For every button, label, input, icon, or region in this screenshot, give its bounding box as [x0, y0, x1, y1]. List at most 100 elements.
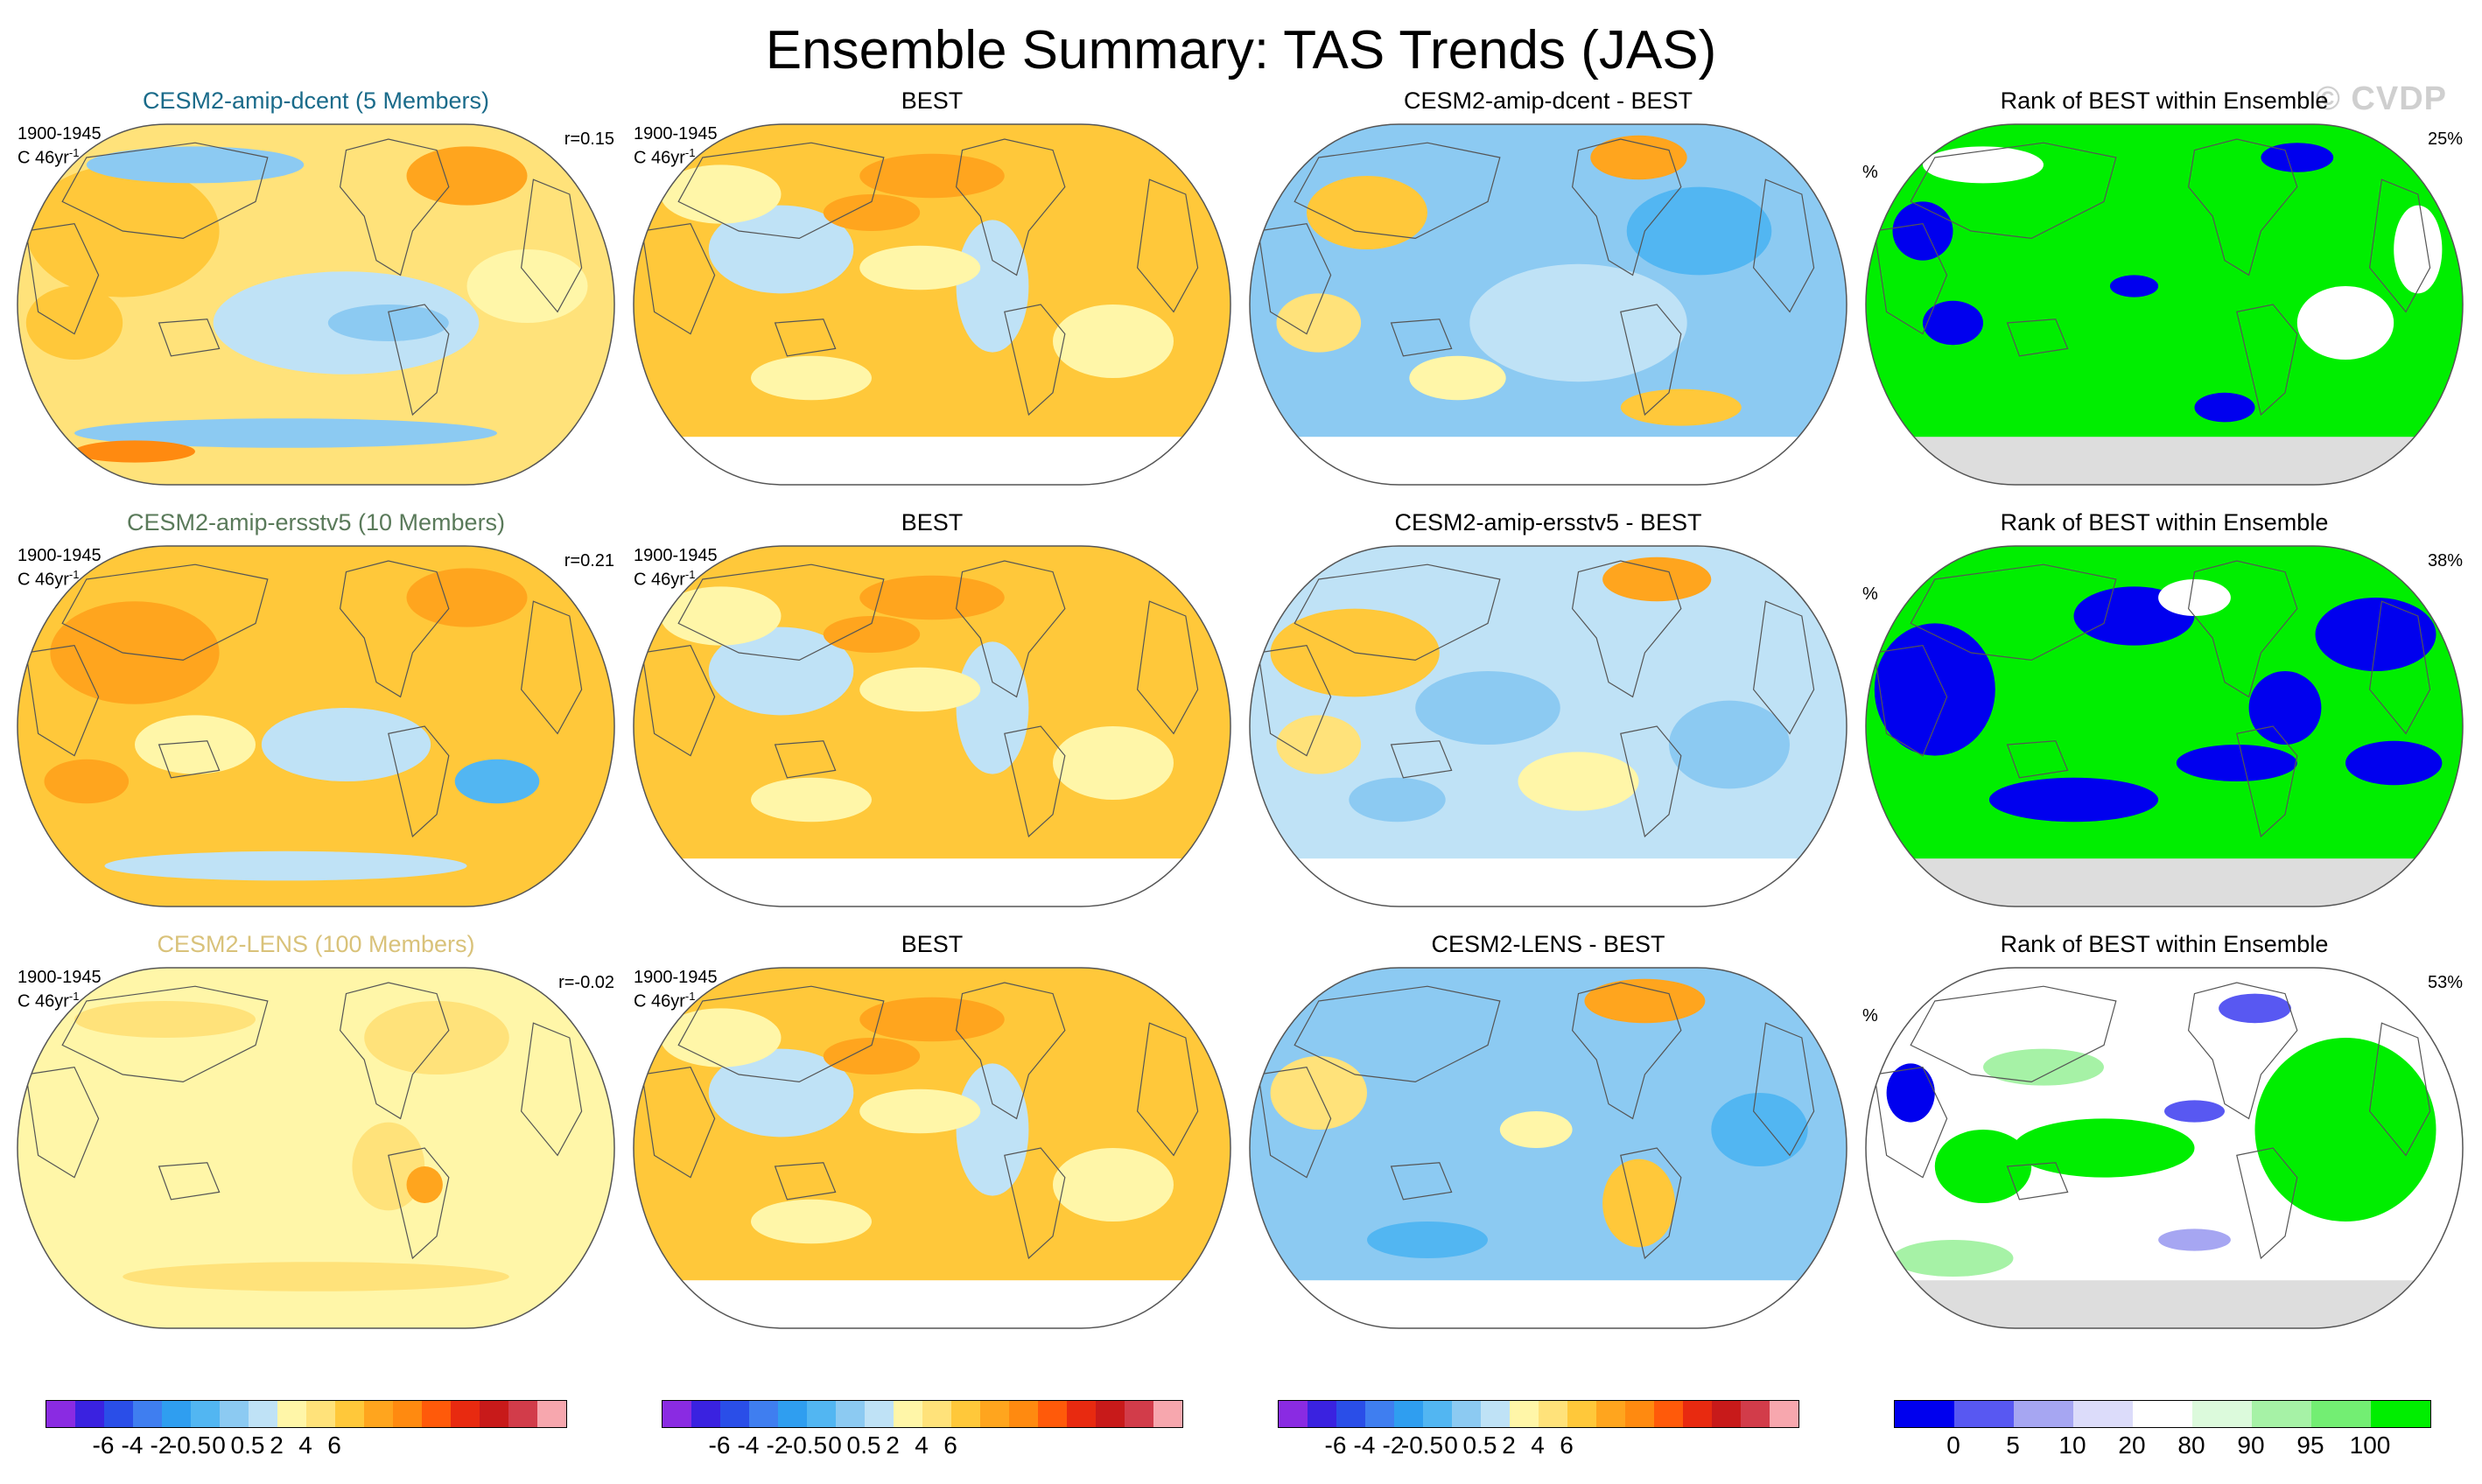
- colorbar-swatch: [191, 1401, 220, 1427]
- colorbar-tick-label: 0: [212, 1432, 226, 1459]
- coastline: [774, 318, 837, 357]
- map-anomaly-patch: [1626, 186, 1772, 276]
- units-label: C 46yr-1: [18, 987, 79, 1012]
- map-border: [1249, 545, 1847, 907]
- colorbar-tick-label: -4: [737, 1432, 760, 1459]
- map-plot: [1865, 545, 2464, 907]
- map-anomaly-patch: [1518, 752, 1639, 811]
- coastline: [1752, 1022, 1815, 1157]
- coastline: [2187, 138, 2298, 276]
- panel-title: CESM2-amip-ersstv5 (10 Members): [126, 509, 506, 536]
- map-anomaly-patch: [2176, 745, 2297, 781]
- antarctica-region: [634, 437, 1230, 485]
- colorbar-swatch: [480, 1401, 508, 1427]
- coastline: [1004, 304, 1066, 416]
- map-plot: [1865, 123, 2464, 486]
- colorbar-tick-label: 6: [943, 1432, 957, 1459]
- map-anomaly-patch: [956, 220, 1029, 353]
- colorbar-tick-label: 4: [298, 1432, 312, 1459]
- antarctica-region: [634, 858, 1230, 906]
- colorbar-tick-label: 4: [915, 1432, 929, 1459]
- period-label: 1900-1945: [634, 968, 718, 987]
- trend-colorbar: -6 -4 -2 -0.5 0 0.5 2 4 6: [1278, 1400, 1826, 1461]
- map-anomaly-patch: [859, 245, 981, 290]
- map-anomaly-patch: [74, 418, 497, 448]
- colorbar-tick-label: 0: [1946, 1432, 1960, 1459]
- coastline: [2236, 725, 2298, 838]
- colorbar-swatch: [1394, 1401, 1423, 1427]
- map-anomaly-patch: [2315, 598, 2436, 671]
- colorbar-tick-label: 0: [1444, 1432, 1458, 1459]
- rank-percent: 53%: [2427, 973, 2463, 992]
- map-anomaly-patch: [1620, 388, 1742, 426]
- coastline: [1258, 1066, 1332, 1179]
- map-anomaly-patch: [352, 1122, 425, 1211]
- colorbar-swatch: [1712, 1401, 1741, 1427]
- units-text: C 46yr: [18, 570, 69, 590]
- map-anomaly-patch: [823, 194, 921, 231]
- colorbar-tick-label: 0.5: [230, 1432, 265, 1459]
- coastline: [1910, 564, 2117, 662]
- map-anomaly-patch: [1469, 263, 1687, 382]
- colorbar-tick-label: 2: [1502, 1432, 1516, 1459]
- map-anomaly-patch: [1499, 1111, 1573, 1148]
- coastline: [61, 142, 269, 240]
- map-plot: [17, 967, 615, 1329]
- colorbar-swatches: [1894, 1400, 2431, 1428]
- colorbar-swatch: [364, 1401, 393, 1427]
- coastline: [1620, 304, 1682, 416]
- coastline: [388, 1147, 450, 1260]
- coastline: [1874, 1066, 1948, 1179]
- antarctica-region: [634, 1280, 1230, 1328]
- units-text: C 46yr: [634, 148, 685, 168]
- coastline: [339, 560, 450, 698]
- colorbar-swatch: [894, 1401, 922, 1427]
- map-border: [17, 545, 615, 907]
- units-text: C 46yr: [18, 148, 69, 168]
- coastline: [339, 138, 450, 276]
- map-anomaly-patch: [956, 1063, 1029, 1196]
- map-anomaly-patch: [956, 641, 1029, 774]
- units-label: C 46yr-1: [18, 565, 79, 590]
- map-anomaly-patch: [1669, 700, 1790, 789]
- colorbar-swatch: [1067, 1401, 1096, 1427]
- coastline: [955, 138, 1066, 276]
- period-label: 1900-1945: [18, 124, 102, 144]
- map-plot: [1865, 967, 2464, 1329]
- map-anomaly-patch: [135, 715, 256, 774]
- map-plot: [1249, 967, 1847, 1329]
- map-anomaly-patch: [1409, 355, 1506, 401]
- colorbar-tick-label: -2: [766, 1432, 789, 1459]
- map-anomaly-patch: [2013, 1118, 2195, 1178]
- map-plot: [633, 967, 1231, 1329]
- colorbar-tick-label: 0: [828, 1432, 842, 1459]
- colorbar-swatch: [1038, 1401, 1067, 1427]
- colorbar-swatches: [46, 1400, 567, 1428]
- coastline: [1136, 178, 1199, 313]
- units-exponent: -1: [684, 568, 696, 581]
- map-panel: CESM2-amip-dcent - BEST: [1246, 86, 1850, 506]
- coastline: [520, 1022, 583, 1157]
- coastline: [2006, 740, 2069, 779]
- map-border: [633, 967, 1231, 1329]
- colorbar-tick-label: 5: [2006, 1432, 2020, 1459]
- coastline: [2368, 178, 2431, 313]
- coastline: [1294, 985, 1501, 1083]
- map-anomaly-patch: [660, 164, 782, 224]
- coastline: [1390, 740, 1453, 779]
- map-anomaly-patch: [2164, 1100, 2225, 1123]
- map-anomaly-patch: [1874, 623, 1995, 756]
- coastline: [774, 1162, 837, 1200]
- panel-title: BEST: [901, 509, 964, 536]
- colorbar-swatch: [393, 1401, 422, 1427]
- map-anomaly-patch: [1590, 135, 1687, 180]
- trend-colorbar: -6 -4 -2 -0.5 0 0.5 2 4 6: [662, 1400, 1209, 1461]
- map-anomaly-patch: [1415, 671, 1560, 745]
- period-label: 1900-1945: [18, 546, 102, 565]
- colorbar-tick-label: 100: [2349, 1432, 2391, 1459]
- colorbar-tick-label: -6: [1324, 1432, 1347, 1459]
- colorbar-tick-label: -6: [92, 1432, 115, 1459]
- panel-title: Rank of BEST within Ensemble: [2000, 931, 2329, 957]
- coastline: [2368, 1022, 2431, 1157]
- coastline: [642, 644, 716, 757]
